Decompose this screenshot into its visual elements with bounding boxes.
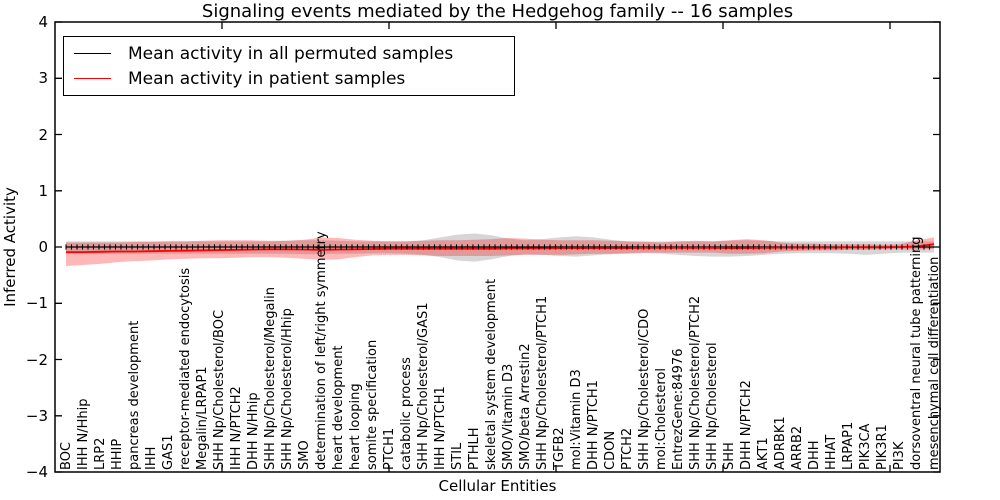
legend-line-swatch-black [74,53,111,54]
x-category-label: PTCH1 [381,427,397,470]
y-tick-label: 1 [38,181,48,200]
x-category-label: SHH [722,442,738,470]
x-category-label: skeletal system development [483,278,499,470]
patient-band [66,237,934,267]
x-category-label: mol:Vitamin D3 [569,369,585,470]
x-category-label: CDON [603,430,619,470]
x-category-label: GAS1 [160,434,176,471]
x-category-label: SHH Np/Cholesterol/Megalin [262,287,278,470]
x-category-label: SMO [296,440,312,470]
x-category-label: LRPAP1 [841,421,857,470]
x-category-label: mesenchymal cell differentiation [926,256,942,470]
x-category-label: LRP2 [92,437,108,470]
x-category-label: Megalin/LRPAP1 [194,366,210,470]
x-category-label: BOC [58,442,74,470]
legend-line-swatch-red [74,78,111,79]
chart-title: Signaling events mediated by the Hedgeho… [201,1,794,22]
x-category-label: heart looping [347,383,363,470]
y-tick-label: 4 [38,13,48,31]
x-category-label: DHH N/Hhip [245,392,261,470]
x-category-label: heart development [330,345,346,470]
legend-box: Mean activity in all permuted samples Me… [63,36,515,96]
x-category-label: SMO/Vitamin D3 [501,363,516,470]
legend-label: Mean activity in all permuted samples [128,43,454,64]
legend-entry-permuted: Mean activity in all permuted samples [64,42,514,66]
x-category-label: DHH N/PTCH1 [586,380,602,470]
axis-ticks [55,21,940,473]
x-category-label: EntrezGene:84976 [671,348,687,470]
x-category-label: pancreas development [126,320,142,470]
x-category-label: PTHLH [466,427,482,470]
y-tick-label: 3 [38,69,48,88]
x-category-label: HHAT [824,434,840,470]
x-category-label: dorsoventral neural tube patterning [909,236,925,470]
x-category-label: PIK3R1 [875,424,891,470]
legend-entry-patient: Mean activity in patient samples [64,67,514,91]
y-tick-label: 0 [38,238,48,256]
x-category-label: somite specification [364,339,380,470]
x-category-label: PTCH2 [620,427,636,470]
x-category-label: SHH Np/Cholesterol/PTCH1 [535,295,551,470]
x-category-label: ARRB2 [790,425,806,470]
x-category-label: SHH Np/Cholesterol/CDO [637,308,653,470]
y-tick-label: −2 [25,350,48,369]
x-category-label: SMO/beta Arrestin2 [518,343,534,470]
x-category-label: mol:Cholesterol [654,368,670,470]
x-category-label: DHH [807,440,823,470]
x-category-label: SHH Np/Cholesterol/GAS1 [415,302,431,470]
x-category-label: catabolic process [398,357,414,470]
x-axis-label: Cellular Entities [438,477,557,495]
x-category-label: determination of left/right symmetry [313,231,329,470]
y-tick-label: 2 [38,125,48,144]
x-category-label: IHH N/Hhip [75,398,91,471]
x-category-label: DHH N/PTCH2 [739,380,755,470]
x-category-label: SHH Np/Cholesterol/BOC [211,309,227,470]
y-tick-label: −4 [25,463,48,481]
x-category-label: PIK3CA [858,423,874,470]
x-category-label: TGFB2 [552,427,568,470]
x-category-label: STIL [449,442,465,470]
x-category-label: receptor-mediated endocytosis [177,267,193,470]
legend-label: Mean activity in patient samples [128,68,406,89]
x-category-label: PI3K [892,441,908,470]
x-category-label: IHH [143,446,159,470]
y-tick-label: −1 [25,294,48,313]
x-category-label: SHH Np/Cholesterol/Hhip [279,308,295,470]
x-category-label: AKT1 [756,437,772,470]
x-category-label: ADRBK1 [773,416,789,470]
x-category-label: IHH N/PTCH1 [432,386,448,470]
x-category-label: SHH Np/Cholesterol [705,342,721,470]
data-point-markers [65,244,931,250]
y-tick-label: −3 [25,406,48,425]
x-category-label: IHH N/PTCH2 [228,386,244,470]
x-category-label: SHH Np/Cholesterol/PTCH2 [688,295,704,470]
x-category-label: HHIP [109,438,125,470]
